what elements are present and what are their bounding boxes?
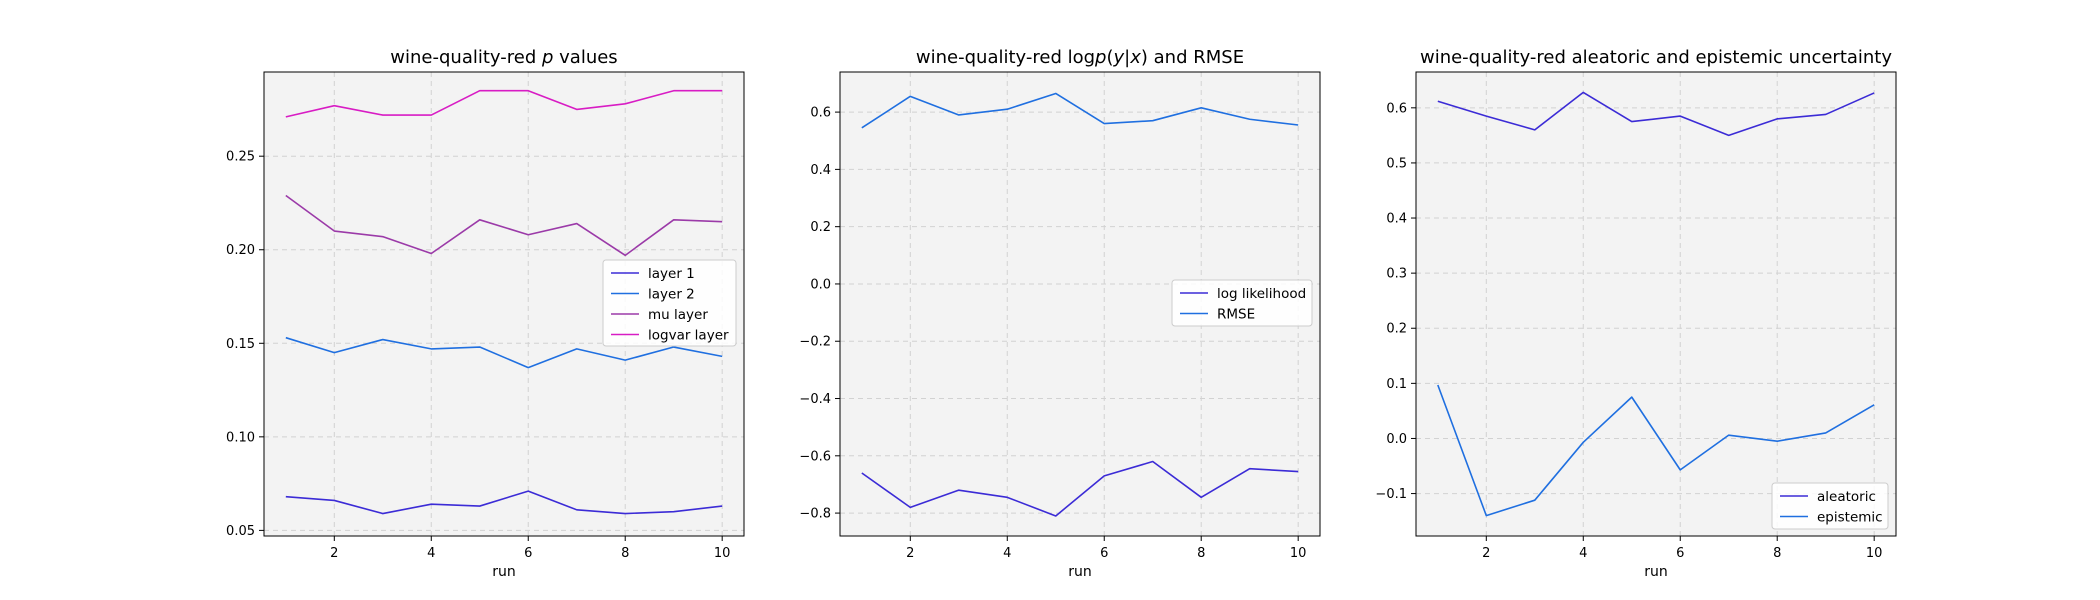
x-tick-label: 2	[1482, 546, 1490, 561]
x-tick-label: 10	[1290, 546, 1307, 561]
axes-frame	[839, 71, 1321, 537]
x-tick-label: 8	[621, 546, 629, 561]
legend-label-aleatoric: aleatoric	[1817, 489, 1876, 505]
y-tick-label: 0.3	[1386, 267, 1407, 282]
x-tick-label: 6	[524, 546, 532, 561]
x-tick-label: 4	[1579, 546, 1587, 561]
legend: layer 1 layer 2 mu layer logvar layer	[602, 259, 737, 347]
y-tick-label: −0.1	[1375, 487, 1407, 502]
legend-label-logvar-layer: logvar layer	[648, 328, 729, 344]
series-line-layer-1	[285, 490, 723, 515]
y-tick-label: 0.2	[810, 220, 831, 235]
legend-box	[1171, 279, 1313, 327]
series-line-aleatoric	[1437, 91, 1875, 137]
y-tick-label: −0.6	[799, 449, 831, 464]
x-axis-label: run	[492, 564, 516, 580]
x-tick-label: 10	[714, 546, 731, 561]
series-line-rmse	[861, 92, 1299, 129]
x-tick-label: 6	[1676, 546, 1684, 561]
y-tick-label: 0.4	[810, 163, 831, 178]
y-tick-label: 0.2	[1386, 322, 1407, 337]
y-tick-label: 0.1	[1386, 377, 1407, 392]
legend-label-mu-layer: mu layer	[648, 307, 708, 323]
legend-label-rmse: RMSE	[1217, 307, 1255, 323]
x-tick-label: 2	[906, 546, 914, 561]
y-tick-label: 0.0	[1386, 432, 1407, 447]
chart-title: wine-quality-red p values	[390, 47, 617, 68]
legend-label-layer-2: layer 2	[648, 287, 695, 303]
x-tick-label: 2	[330, 546, 338, 561]
legend-label-layer-1: layer 1	[648, 266, 695, 282]
legend: log likelihood RMSE	[1171, 279, 1313, 327]
y-tick-label: 0.15	[226, 337, 255, 352]
legend-label-log-likelihood: log likelihood	[1217, 286, 1306, 302]
y-tick-label: 0.05	[226, 524, 255, 539]
axes-frame	[263, 71, 745, 537]
series-line-mu-layer	[285, 194, 723, 257]
chart-title: wine-quality-red aleatoric and epistemic…	[1420, 47, 1892, 68]
y-tick-label: 0.4	[1386, 212, 1407, 227]
x-tick-label: 8	[1773, 546, 1781, 561]
y-tick-label: 0.6	[810, 106, 831, 121]
x-tick-label: 4	[1003, 546, 1011, 561]
y-tick-label: 0.5	[1386, 156, 1407, 171]
series-line-log-likelihood	[861, 460, 1299, 517]
legend-label-epistemic: epistemic	[1817, 510, 1883, 526]
y-tick-label: −0.2	[799, 335, 831, 350]
legend-box	[1771, 482, 1889, 530]
chart-panel-p-values: 2 4 6 8 10 0.05 0.10 0.15 0.20 0.25 run wine-qualit…	[226, 47, 745, 580]
y-tick-label: −0.8	[799, 507, 831, 522]
y-tick-label: −0.4	[799, 392, 831, 407]
legend-box	[602, 259, 737, 347]
axes-frame	[1415, 71, 1897, 537]
x-tick-label: 10	[1866, 546, 1883, 561]
legend: aleatoric epistemic	[1771, 482, 1889, 530]
x-axis-label: run	[1644, 564, 1668, 580]
chart-title: wine-quality-red logp(y|x) and RMSE	[916, 47, 1244, 68]
chart-panel-logp-rmse: 2 4 6 8 10 −0.8 −0.6 −0.4 −0.2 0.0 0.2 0.4 0.6 run win…	[799, 47, 1321, 580]
y-tick-label: 0.25	[226, 150, 255, 165]
x-tick-label: 4	[427, 546, 435, 561]
y-tick-label: 0.20	[226, 243, 255, 258]
series-line-epistemic	[1437, 384, 1875, 517]
y-tick-label: 0.10	[226, 430, 255, 445]
chart-panel-uncertainty: 2 4 6 8 10 −0.1 0.0 0.1 0.2 0.3 0.4 0.5 0.6 run wine-q…	[1375, 47, 1897, 580]
y-tick-label: 0.6	[1386, 101, 1407, 116]
y-tick-label: 0.0	[810, 277, 831, 292]
series-line-logvar-layer	[285, 89, 723, 118]
x-tick-label: 6	[1100, 546, 1108, 561]
series-line-layer-2	[285, 336, 723, 369]
x-tick-label: 8	[1197, 546, 1205, 561]
plot-area	[1416, 72, 1896, 536]
x-axis-label: run	[1068, 564, 1092, 580]
